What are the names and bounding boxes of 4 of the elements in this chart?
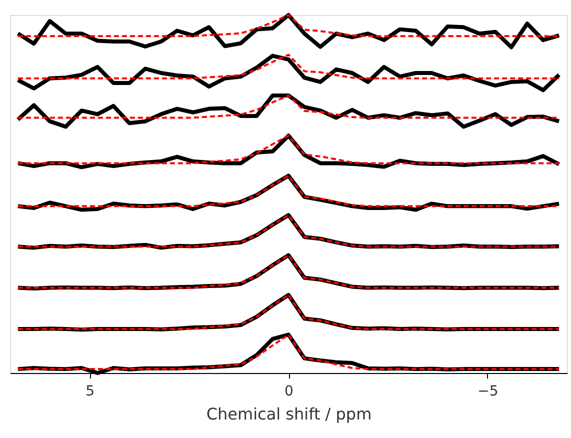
x-axis-title: Chemical shift / ppm	[206, 404, 372, 424]
x-tick-label: −5	[478, 384, 498, 400]
x-tick-label: 0	[284, 384, 294, 400]
x-tick-label: 5	[86, 384, 95, 400]
